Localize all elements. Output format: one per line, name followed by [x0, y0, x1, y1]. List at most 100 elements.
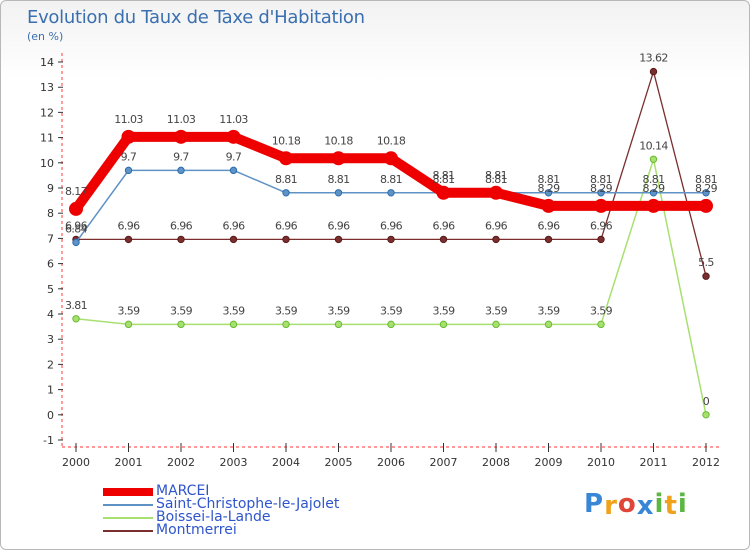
data-label-marcei: 11.03 [114, 113, 143, 126]
data-label-boissei-la-lande: 3.59 [537, 304, 560, 317]
data-label-montmerrei: 6.96 [380, 219, 403, 232]
data-point-boissei-la-lande [492, 320, 500, 329]
data-point-montmerrei [177, 235, 185, 244]
data-point-montmerrei [334, 235, 343, 244]
data-label-boissei-la-lande: 3.59 [222, 304, 245, 317]
data-point-marcei [541, 198, 556, 213]
data-label-boissei-la-lande: 3.59 [380, 304, 403, 317]
x-tick-label: 2005 [325, 456, 353, 469]
data-point-boissei-la-lande [702, 411, 710, 419]
x-tick-label: 2008 [482, 456, 510, 469]
data-label-marcei: 10.18 [377, 134, 406, 147]
data-label-marcei: 8.29 [695, 182, 718, 195]
data-label-boissei-la-lande: 3.59 [590, 304, 613, 317]
data-point-saint-christophe-le-jajolet [282, 189, 290, 197]
brand-letter: i [677, 489, 688, 519]
data-point-montmerrei [597, 235, 605, 244]
data-point-montmerrei [439, 235, 448, 244]
legend-swatch-marcei [103, 488, 153, 496]
data-label-montmerrei: 6.96 [117, 219, 140, 232]
data-label-montmerrei: 6.96 [65, 219, 88, 232]
data-point-montmerrei [282, 235, 290, 244]
x-tick-label: 2012 [692, 456, 720, 469]
brand-letter: r [604, 491, 618, 521]
y-tick-label: 11 [40, 132, 54, 145]
data-point-saint-christophe-le-jajolet [229, 166, 238, 175]
data-point-saint-christophe-le-jajolet [124, 166, 133, 175]
data-point-boissei-la-lande [124, 320, 133, 329]
x-tick-label: 2006 [377, 456, 405, 469]
y-tick-label: 9 [47, 182, 54, 195]
legend-label: Montmerrei [156, 522, 237, 538]
y-tick-label: 8 [47, 207, 54, 220]
data-point-marcei [121, 129, 136, 144]
y-tick-label: 4 [47, 308, 54, 321]
data-point-boissei-la-lande [544, 320, 553, 329]
data-label-saint-christophe-le-jajolet: 8.81 [537, 173, 559, 186]
data-label-montmerrei: 6.96 [222, 219, 245, 232]
x-tick-label: 2001 [115, 456, 143, 469]
data-label-marcei: 11.03 [167, 113, 196, 126]
y-tick-label: 7 [47, 232, 54, 245]
x-tick-label: 2009 [535, 456, 563, 469]
data-label-saint-christophe-le-jajolet: 6.84 [65, 222, 88, 235]
series-layer [69, 67, 713, 419]
y-tick-label: 10 [40, 157, 54, 170]
data-point-boissei-la-lande [649, 155, 658, 163]
legend-swatch-saint-christophe [103, 504, 153, 506]
brand-letter: P [584, 489, 605, 519]
data-point-boissei-la-lande [334, 320, 343, 329]
data-label-marcei: 8.17 [65, 185, 88, 198]
y-tick-label: 3 [47, 333, 54, 346]
data-label-boissei-la-lande: 3.81 [65, 299, 87, 312]
y-tick-label: 12 [40, 106, 54, 119]
data-label-montmerrei: 6.96 [590, 219, 613, 232]
data-label-marcei: 8.29 [642, 182, 665, 195]
data-label-saint-christophe-le-jajolet: 8.81 [695, 173, 717, 186]
data-label-montmerrei: 6.96 [432, 219, 455, 232]
data-point-montmerrei [649, 67, 658, 76]
data-label-montmerrei: 6.96 [170, 219, 193, 232]
data-label-marcei: 8.29 [537, 182, 560, 195]
data-point-marcei [174, 129, 188, 144]
data-label-boissei-la-lande: 0 [703, 395, 710, 408]
brand-letter: o [617, 489, 637, 519]
data-label-saint-christophe-le-jajolet: 9.7 [121, 150, 137, 163]
brand-letter: i [654, 489, 665, 519]
data-label-marcei: 8.29 [590, 182, 613, 195]
y-tick-label: -1 [43, 434, 54, 447]
x-tick-label: 2010 [587, 456, 615, 469]
legend-label: Saint-Christophe-le-Jajolet [156, 496, 340, 512]
data-point-saint-christophe-le-jajolet [649, 189, 658, 197]
brand-logo: Proxiti [584, 489, 688, 521]
data-label-saint-christophe-le-jajolet: 9.7 [173, 150, 189, 163]
data-label-boissei-la-lande: 3.59 [432, 304, 455, 317]
data-point-marcei [489, 185, 503, 200]
data-point-marcei [279, 151, 293, 166]
legend-swatch-montmerrei [103, 530, 153, 532]
y-tick-label: 0 [47, 409, 54, 422]
chart-subtitle: (en %) [27, 30, 64, 43]
data-point-boissei-la-lande [282, 320, 290, 329]
data-point-montmerrei [702, 272, 710, 280]
data-point-montmerrei [544, 235, 553, 244]
data-label-montmerrei: 6.96 [327, 219, 350, 232]
legend-label: MARCEI [156, 483, 210, 499]
data-label-boissei-la-lande: 3.59 [485, 304, 508, 317]
data-label-boissei-la-lande: 3.59 [275, 304, 298, 317]
data-label-marcei: 10.18 [272, 134, 301, 147]
data-label-saint-christophe-le-jajolet: 8.81 [432, 173, 454, 186]
data-point-marcei [436, 185, 451, 200]
y-tick-label: 2 [47, 358, 54, 371]
data-point-saint-christophe-le-jajolet [387, 189, 395, 197]
data-label-saint-christophe-le-jajolet: 8.81 [275, 173, 297, 186]
data-label-montmerrei: 6.96 [485, 219, 508, 232]
y-tick-label: 5 [47, 283, 54, 296]
data-point-boissei-la-lande [177, 320, 185, 329]
y-tick-label: 6 [47, 258, 54, 271]
data-point-saint-christophe-le-jajolet [177, 166, 185, 175]
data-point-saint-christophe-le-jajolet [334, 189, 343, 197]
y-tick-label: 1 [47, 384, 54, 397]
